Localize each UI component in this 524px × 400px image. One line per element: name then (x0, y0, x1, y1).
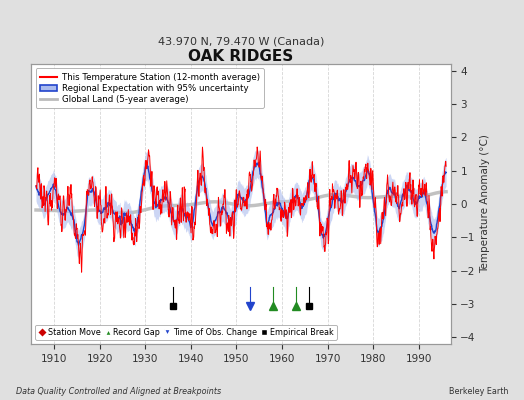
Text: 43.970 N, 79.470 W (Canada): 43.970 N, 79.470 W (Canada) (158, 36, 324, 46)
Text: Data Quality Controlled and Aligned at Breakpoints: Data Quality Controlled and Aligned at B… (16, 387, 221, 396)
Legend: Station Move, Record Gap, Time of Obs. Change, Empirical Break: Station Move, Record Gap, Time of Obs. C… (36, 324, 337, 340)
Text: Berkeley Earth: Berkeley Earth (449, 387, 508, 396)
Y-axis label: Temperature Anomaly (°C): Temperature Anomaly (°C) (480, 134, 490, 274)
Title: OAK RIDGES: OAK RIDGES (189, 49, 293, 64)
